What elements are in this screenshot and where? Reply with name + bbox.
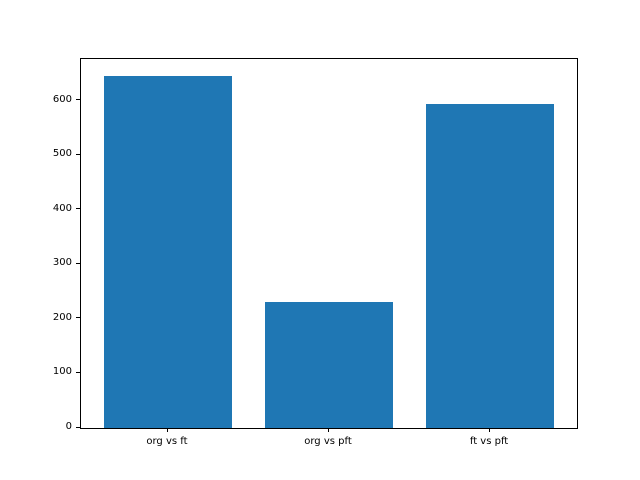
y-axis-tick-mark	[76, 426, 80, 428]
y-tick-label: 0	[65, 421, 72, 432]
y-tick-label: 500	[52, 148, 72, 160]
x-tick-label: org vs pft	[304, 436, 352, 447]
plot-area	[80, 58, 578, 429]
x-axis-tick-mark	[489, 428, 491, 432]
y-axis-tick-mark	[76, 208, 80, 210]
y-axis-tick-mark	[76, 262, 80, 264]
x-axis-tick-mark	[328, 428, 329, 432]
y-axis-tick-mark	[76, 99, 80, 101]
y-tick-label: 100	[52, 366, 72, 378]
y-axis-tick-mark	[76, 371, 80, 373]
bar-org-vs-pft	[264, 301, 394, 428]
y-tick-label: 200	[52, 311, 72, 323]
x-axis-tick-mark	[166, 428, 168, 432]
y-tick-label: 600	[52, 93, 72, 105]
y-axis-tick-mark	[76, 317, 80, 319]
bar-ft-vs-pft	[425, 103, 555, 428]
x-tick-label: ft vs pft	[469, 436, 509, 447]
y-tick-label: 400	[52, 202, 72, 214]
y-tick-label: 300	[52, 257, 72, 269]
bar-org-vs-ft	[103, 76, 233, 428]
y-axis-tick-mark	[76, 153, 80, 155]
x-tick-label: org vs ft	[146, 436, 188, 447]
